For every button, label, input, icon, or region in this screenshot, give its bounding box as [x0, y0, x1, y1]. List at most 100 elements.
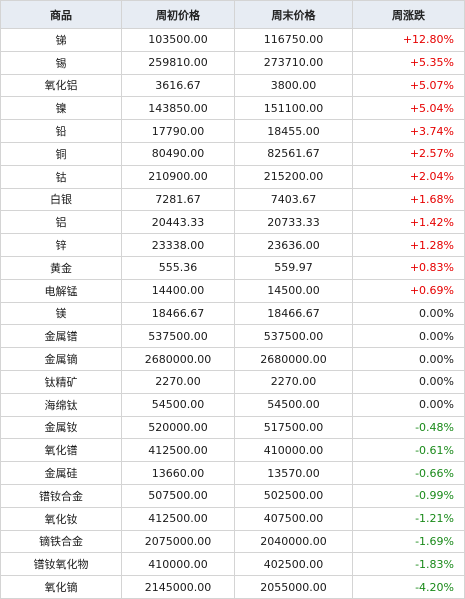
- weekly-change-cell: +3.74%: [352, 119, 465, 143]
- week-open-price-cell: 210900.00: [121, 164, 235, 189]
- week-close-price-cell: 215200.00: [234, 164, 353, 189]
- weekly-change-cell: +12.80%: [352, 28, 465, 52]
- week-close-price-cell: 559.97: [234, 255, 353, 280]
- week-open-price-cell: 54500.00: [121, 392, 235, 417]
- table-row: 镝铁合金 2075000.00 2040000.00 -1.69%: [0, 529, 465, 554]
- week-open-price-cell: 2075000.00: [121, 529, 235, 554]
- table-row: 镨钕氧化物 410000.00 402500.00 -1.83%: [0, 552, 465, 577]
- table-row: 锑 103500.00 116750.00 +12.80%: [0, 28, 465, 52]
- weekly-change-cell: +5.07%: [352, 73, 465, 98]
- table-row: 钛精矿 2270.00 2270.00 0.00%: [0, 369, 465, 394]
- weekly-change-cell: 0.00%: [352, 392, 465, 417]
- table-row: 镍 143850.00 151100.00 +5.04%: [0, 96, 465, 121]
- commodity-cell: 镁: [0, 301, 122, 326]
- table-row: 氧化铝 3616.67 3800.00 +5.07%: [0, 73, 465, 98]
- week-close-price-cell: 18455.00: [234, 119, 353, 143]
- weekly-change-cell: -1.69%: [352, 529, 465, 554]
- header-commodity: 商品: [0, 0, 122, 29]
- week-close-price-cell: 273710.00: [234, 50, 353, 75]
- weekly-change-cell: -1.21%: [352, 506, 465, 531]
- week-open-price-cell: 13660.00: [121, 461, 235, 485]
- week-open-price-cell: 555.36: [121, 255, 235, 280]
- commodity-cell: 氧化钕: [0, 506, 122, 531]
- week-close-price-cell: 537500.00: [234, 324, 353, 349]
- week-open-price-cell: 103500.00: [121, 28, 235, 52]
- week-close-price-cell: 23636.00: [234, 233, 353, 257]
- commodity-cell: 海绵钛: [0, 392, 122, 417]
- commodity-cell: 氧化铝: [0, 73, 122, 98]
- weekly-change-cell: +5.35%: [352, 50, 465, 75]
- week-open-price-cell: 2680000.00: [121, 347, 235, 371]
- table-row: 镨钕合金 507500.00 502500.00 -0.99%: [0, 483, 465, 508]
- table-row: 金属钕 520000.00 517500.00 -0.48%: [0, 415, 465, 440]
- commodity-cell: 金属镨: [0, 324, 122, 349]
- week-open-price-cell: 14400.00: [121, 278, 235, 303]
- commodity-cell: 金属硅: [0, 461, 122, 485]
- week-open-price-cell: 80490.00: [121, 141, 235, 166]
- table-row: 白银 7281.67 7403.67 +1.68%: [0, 187, 465, 212]
- commodity-cell: 镍: [0, 96, 122, 121]
- week-open-price-cell: 2145000.00: [121, 575, 235, 599]
- weekly-change-cell: -1.83%: [352, 552, 465, 577]
- week-open-price-cell: 3616.67: [121, 73, 235, 98]
- commodity-cell: 镝铁合金: [0, 529, 122, 554]
- week-close-price-cell: 517500.00: [234, 415, 353, 440]
- commodity-cell: 金属镝: [0, 347, 122, 371]
- table-row: 铅 17790.00 18455.00 +3.74%: [0, 119, 465, 143]
- commodity-cell: 镨钕合金: [0, 483, 122, 508]
- commodity-cell: 钛精矿: [0, 369, 122, 394]
- commodity-cell: 铝: [0, 210, 122, 235]
- table-row: 锡 259810.00 273710.00 +5.35%: [0, 50, 465, 75]
- week-close-price-cell: 407500.00: [234, 506, 353, 531]
- week-close-price-cell: 151100.00: [234, 96, 353, 121]
- weekly-change-cell: +1.68%: [352, 187, 465, 212]
- weekly-change-cell: +2.57%: [352, 141, 465, 166]
- table-body: 锑 103500.00 116750.00 +12.80% 锡 259810.00 2737…: [0, 28, 465, 599]
- commodity-cell: 锑: [0, 28, 122, 52]
- commodity-cell: 电解锰: [0, 278, 122, 303]
- weekly-change-cell: +0.83%: [352, 255, 465, 280]
- week-open-price-cell: 410000.00: [121, 552, 235, 577]
- week-close-price-cell: 502500.00: [234, 483, 353, 508]
- commodity-cell: 锡: [0, 50, 122, 75]
- table-row: 金属镨 537500.00 537500.00 0.00%: [0, 324, 465, 349]
- table-row: 金属硅 13660.00 13570.00 -0.66%: [0, 461, 465, 485]
- week-open-price-cell: 2270.00: [121, 369, 235, 394]
- week-close-price-cell: 82561.67: [234, 141, 353, 166]
- week-close-price-cell: 14500.00: [234, 278, 353, 303]
- week-close-price-cell: 116750.00: [234, 28, 353, 52]
- table-row: 金属镝 2680000.00 2680000.00 0.00%: [0, 347, 465, 371]
- table-row: 锌 23338.00 23636.00 +1.28%: [0, 233, 465, 257]
- header-weekly-change: 周涨跌: [352, 0, 465, 29]
- weekly-change-cell: +1.28%: [352, 233, 465, 257]
- commodity-cell: 钴: [0, 164, 122, 189]
- table-row: 黄金 555.36 559.97 +0.83%: [0, 255, 465, 280]
- table-row: 铜 80490.00 82561.67 +2.57%: [0, 141, 465, 166]
- week-open-price-cell: 520000.00: [121, 415, 235, 440]
- weekly-change-cell: -0.61%: [352, 438, 465, 463]
- weekly-change-cell: +0.69%: [352, 278, 465, 303]
- weekly-change-cell: +2.04%: [352, 164, 465, 189]
- week-open-price-cell: 259810.00: [121, 50, 235, 75]
- commodity-cell: 锌: [0, 233, 122, 257]
- table-row: 铝 20443.33 20733.33 +1.42%: [0, 210, 465, 235]
- weekly-change-cell: -0.48%: [352, 415, 465, 440]
- week-close-price-cell: 18466.67: [234, 301, 353, 326]
- commodity-cell: 铅: [0, 119, 122, 143]
- week-open-price-cell: 412500.00: [121, 506, 235, 531]
- commodity-cell: 黄金: [0, 255, 122, 280]
- weekly-change-cell: 0.00%: [352, 324, 465, 349]
- week-open-price-cell: 23338.00: [121, 233, 235, 257]
- week-close-price-cell: 20733.33: [234, 210, 353, 235]
- weekly-change-cell: +5.04%: [352, 96, 465, 121]
- commodity-cell: 金属钕: [0, 415, 122, 440]
- table-row: 氧化镨 412500.00 410000.00 -0.61%: [0, 438, 465, 463]
- weekly-change-cell: -0.66%: [352, 461, 465, 485]
- week-close-price-cell: 54500.00: [234, 392, 353, 417]
- week-open-price-cell: 7281.67: [121, 187, 235, 212]
- weekly-change-cell: 0.00%: [352, 301, 465, 326]
- table-row: 钴 210900.00 215200.00 +2.04%: [0, 164, 465, 189]
- week-close-price-cell: 2680000.00: [234, 347, 353, 371]
